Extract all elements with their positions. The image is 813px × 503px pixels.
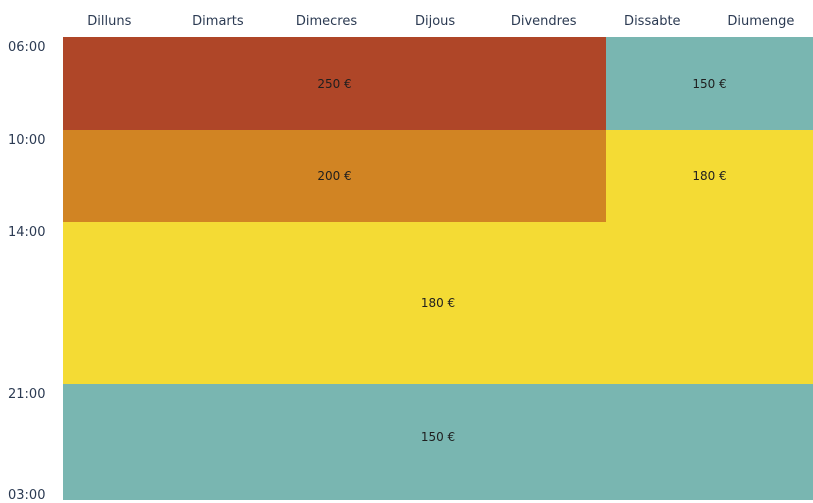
- time-tick-2: 14:00: [8, 225, 46, 240]
- price-label-weekend-midday: 180 €: [692, 169, 727, 183]
- price-block-night: [63, 384, 813, 500]
- price-label-night: 150 €: [420, 430, 456, 444]
- price-block-afternoon-evening: [63, 222, 813, 384]
- day-header-3: Dijous: [414, 14, 456, 29]
- price-block-weekend-midday: [606, 130, 813, 222]
- day-header-0: Dilluns: [87, 14, 132, 29]
- price-block-weekend-morning: [606, 37, 813, 130]
- price-label-weekend-morning: 150 €: [692, 76, 727, 91]
- day-header-6: Diumenge: [727, 14, 795, 29]
- day-header-5: Dissabte: [624, 14, 681, 29]
- day-header-2: Dimecres: [295, 14, 358, 29]
- day-header-1: Dimarts: [192, 14, 244, 29]
- time-tick-0: 06:00: [8, 40, 46, 55]
- time-tick-1: 10:00: [8, 133, 46, 148]
- price-label-weekday-midday: 200 €: [317, 169, 352, 183]
- time-tick-3: 21:00: [8, 387, 46, 402]
- time-tick-4: 03:00: [8, 488, 46, 503]
- price-label-afternoon-evening: 180 €: [420, 296, 456, 310]
- day-header-4: Divendres: [510, 14, 577, 29]
- price-block-weekday-midday: [63, 130, 606, 222]
- price-block-weekday-morning: [63, 37, 606, 130]
- price-label-weekday-morning: 250 €: [317, 76, 352, 91]
